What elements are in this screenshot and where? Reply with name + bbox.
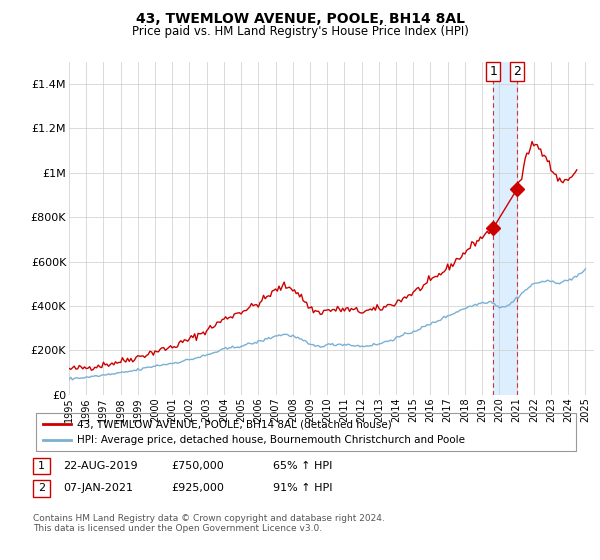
Text: 91% ↑ HPI: 91% ↑ HPI [273, 483, 332, 493]
Text: 65% ↑ HPI: 65% ↑ HPI [273, 461, 332, 471]
Text: 2: 2 [38, 483, 45, 493]
Text: 2: 2 [513, 65, 521, 78]
Text: Price paid vs. HM Land Registry's House Price Index (HPI): Price paid vs. HM Land Registry's House … [131, 25, 469, 38]
Text: Contains HM Land Registry data © Crown copyright and database right 2024.
This d: Contains HM Land Registry data © Crown c… [33, 514, 385, 534]
Bar [493, 62, 517, 395]
Text: 22-AUG-2019: 22-AUG-2019 [63, 461, 137, 471]
Text: 1: 1 [38, 461, 45, 471]
Text: £925,000: £925,000 [171, 483, 224, 493]
Text: 07-JAN-2021: 07-JAN-2021 [63, 483, 133, 493]
Text: HPI: Average price, detached house, Bournemouth Christchurch and Poole: HPI: Average price, detached house, Bour… [77, 435, 465, 445]
Text: 43, TWEMLOW AVENUE, POOLE, BH14 8AL (detached house): 43, TWEMLOW AVENUE, POOLE, BH14 8AL (det… [77, 419, 392, 429]
Text: £750,000: £750,000 [171, 461, 224, 471]
Text: 43, TWEMLOW AVENUE, POOLE, BH14 8AL: 43, TWEMLOW AVENUE, POOLE, BH14 8AL [136, 12, 464, 26]
Text: 1: 1 [489, 65, 497, 78]
